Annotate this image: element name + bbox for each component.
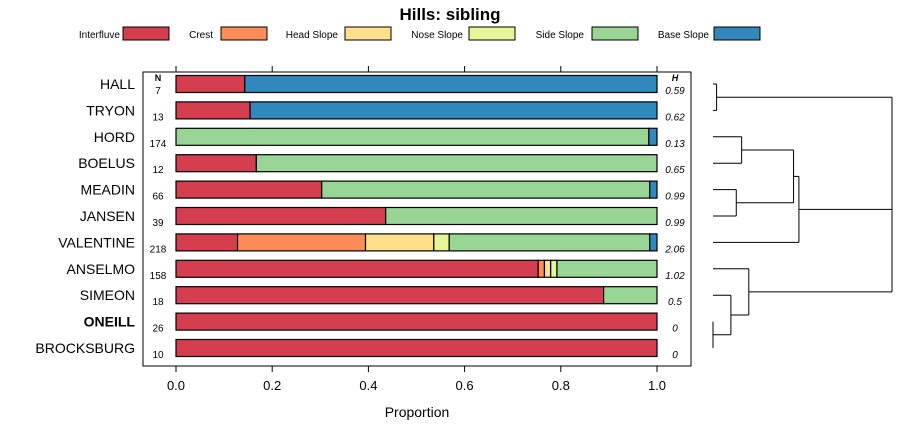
- bar-segment-boelus-interfluve: [175, 154, 257, 173]
- bar-segment-valentine-base-slope: [649, 233, 658, 252]
- bar-segment-anselmo-side-slope: [556, 259, 658, 278]
- n-value-anselmo: 158: [150, 271, 167, 282]
- h-value-valentine: 2.06: [664, 244, 685, 255]
- h-value-tryon: 0.62: [665, 112, 685, 123]
- n-value-tryon: 13: [152, 112, 164, 123]
- bar-segment-anselmo-interfluve: [175, 259, 539, 278]
- legend-swatch-head-slope: [344, 26, 392, 41]
- row-label-oneill: ONEILL: [84, 314, 136, 330]
- n-value-hord: 174: [150, 139, 167, 150]
- h-value-jansen: 0.99: [665, 218, 685, 229]
- bar-segment-brocksburg-interfluve: [175, 338, 658, 358]
- bar-segment-meadin-side-slope: [321, 180, 651, 199]
- bar-segment-jansen-side-slope: [385, 206, 658, 226]
- legend: Interfluve Crest Head Slope Nose Slope Side …: [79, 26, 761, 41]
- n-value-meadin: 66: [152, 192, 164, 203]
- h-value-meadin: 0.99: [665, 192, 685, 203]
- legend-label-interfluve: Interfluve: [79, 30, 121, 41]
- n-value-simeon: 18: [152, 297, 164, 308]
- bar-segment-anselmo-nose-slope: [550, 259, 558, 278]
- h-value-brocksburg: 0: [672, 350, 678, 361]
- row-label-jansen: JANSEN: [80, 208, 135, 224]
- bar-segment-valentine-head-slope: [364, 233, 435, 252]
- legend-label-head-slope: Head Slope: [286, 30, 339, 41]
- legend-label-side-slope: Side Slope: [536, 30, 585, 41]
- x-tick-label: 1.0: [648, 378, 666, 393]
- n-column-header: N: [155, 73, 162, 83]
- h-value-hord: 0.13: [665, 139, 685, 150]
- bar-segment-valentine-side-slope: [448, 233, 651, 252]
- bar-segment-meadin-base-slope: [649, 180, 658, 199]
- bar-segment-hall-interfluve: [175, 74, 246, 94]
- legend-swatch-side-slope: [591, 26, 639, 41]
- bar-segment-anselmo-head-slope: [543, 259, 552, 278]
- n-value-oneill: 26: [152, 324, 164, 335]
- x-tick-label: 0.2: [263, 378, 281, 393]
- row-label-boelus: BOELUS: [78, 155, 135, 171]
- bar-segment-jansen-interfluve: [175, 206, 387, 226]
- bar-segment-boelus-side-slope: [255, 154, 658, 173]
- legend-label-nose-slope: Nose Slope: [411, 30, 463, 41]
- n-value-brocksburg: 10: [152, 350, 164, 361]
- h-value-simeon: 0.5: [668, 297, 682, 308]
- row-label-hall: HALL: [100, 76, 135, 92]
- bar-segment-tryon-interfluve: [175, 101, 251, 120]
- bar-segment-oneill-interfluve: [175, 312, 658, 331]
- bar-segment-meadin-interfluve: [175, 180, 323, 199]
- x-tick-label: 0.6: [456, 378, 474, 393]
- bar-segment-hord-side-slope: [175, 127, 650, 146]
- legend-label-base-slope: Base Slope: [658, 30, 710, 41]
- legend-label-crest: Crest: [189, 30, 213, 41]
- bar-segment-valentine-interfluve: [175, 233, 239, 252]
- legend-swatch-base-slope: [713, 26, 761, 41]
- bar-segment-hord-base-slope: [648, 127, 658, 146]
- row-label-hord: HORD: [94, 129, 135, 145]
- n-value-hall: 7: [155, 86, 161, 97]
- plot-frame: [142, 71, 692, 367]
- row-label-tryon: TRYON: [86, 102, 135, 118]
- n-value-boelus: 12: [152, 165, 164, 176]
- dendrogram: [712, 83, 893, 348]
- bar-segment-simeon-side-slope: [603, 286, 658, 305]
- legend-swatch-interfluve: [122, 26, 170, 41]
- legend-swatch-nose-slope: [468, 26, 516, 41]
- bar-segment-anselmo-crest: [537, 259, 546, 278]
- x-tick-label: 0.8: [552, 378, 570, 393]
- row-label-anselmo: ANSELMO: [67, 261, 136, 277]
- row-label-meadin: MEADIN: [81, 182, 135, 198]
- row-label-brocksburg: BROCKSBURG: [35, 340, 135, 356]
- n-value-valentine: 218: [150, 244, 167, 255]
- h-column-header: H: [672, 73, 679, 83]
- h-value-boelus: 0.65: [665, 165, 685, 176]
- h-value-anselmo: 1.02: [665, 271, 685, 282]
- bar-rows: HALL 7 0.59 TRYON 13 0.62 HORD 174 0.13 BOELUS 12 0…: [35, 74, 685, 361]
- chart-title: Hills: sibling: [399, 5, 500, 24]
- h-value-hall: 0.59: [665, 86, 685, 97]
- h-value-oneill: 0: [672, 324, 678, 335]
- bar-segment-tryon-base-slope: [249, 101, 658, 120]
- bar-segment-simeon-interfluve: [175, 286, 605, 305]
- n-value-jansen: 39: [152, 218, 164, 229]
- bar-segment-valentine-nose-slope: [433, 233, 450, 252]
- x-tick-label: 0.0: [167, 378, 185, 393]
- x-axis-label: Proportion: [385, 404, 450, 420]
- row-label-valentine: VALENTINE: [58, 234, 135, 250]
- x-tick-label: 0.4: [359, 378, 377, 393]
- row-label-simeon: SIMEON: [80, 287, 135, 303]
- x-axis: 0.0 0.2 0.4 0.6 0.8 1.0: [167, 66, 666, 393]
- legend-swatch-crest: [220, 26, 268, 41]
- bar-segment-valentine-crest: [236, 233, 367, 252]
- bar-segment-hall-base-slope: [244, 74, 658, 94]
